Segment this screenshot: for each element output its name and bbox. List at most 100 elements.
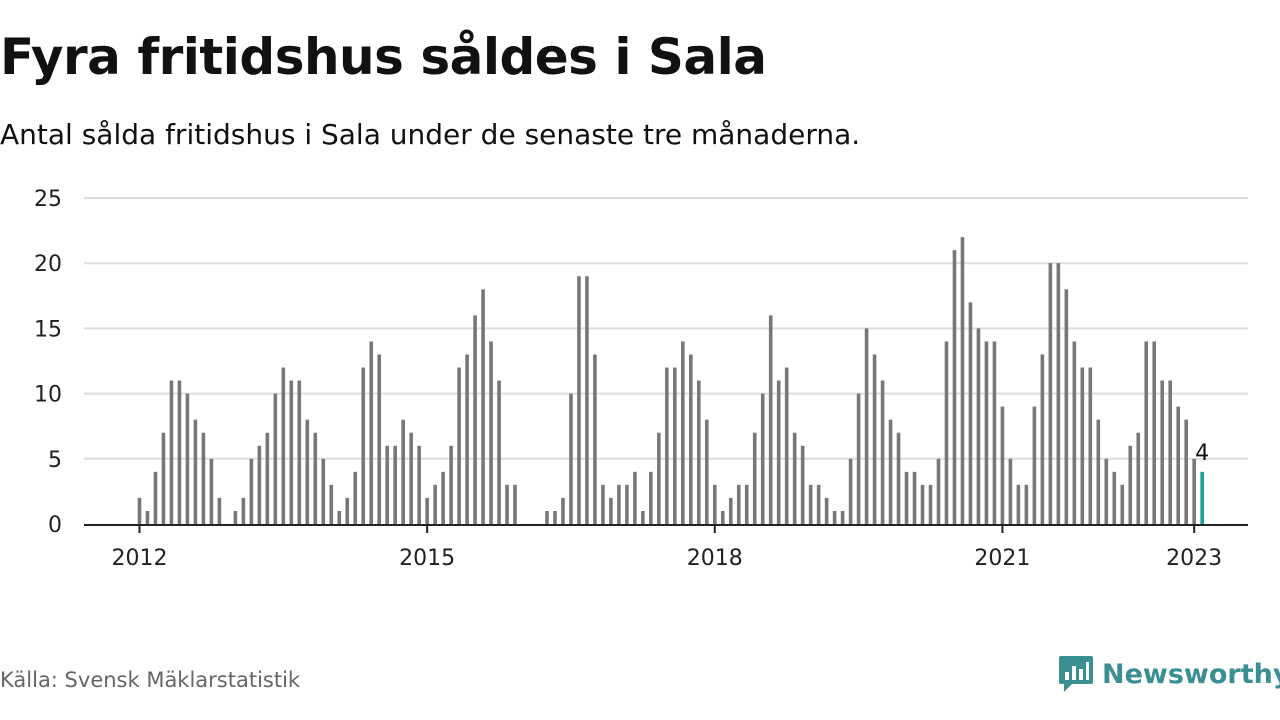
bar bbox=[1088, 367, 1093, 524]
bar bbox=[561, 497, 565, 524]
bar bbox=[185, 393, 190, 524]
bar bbox=[201, 432, 206, 524]
highlight-value-label: 4 bbox=[1195, 441, 1209, 466]
bar bbox=[545, 510, 549, 524]
bar bbox=[800, 445, 805, 524]
newsworthy-logo-icon bbox=[1059, 656, 1093, 692]
bar bbox=[449, 445, 453, 524]
bar bbox=[728, 497, 733, 524]
bar bbox=[297, 380, 302, 524]
bar bbox=[393, 445, 397, 524]
bar bbox=[241, 497, 246, 524]
x-axis-labels: 2012 2015 2018 2021 2023 bbox=[112, 546, 1223, 571]
bar bbox=[569, 393, 573, 524]
bar bbox=[752, 432, 757, 524]
bar bbox=[1104, 458, 1109, 524]
bar bbox=[465, 354, 469, 524]
bar bbox=[856, 393, 861, 524]
bar bbox=[896, 432, 901, 524]
bar bbox=[657, 432, 661, 524]
bar bbox=[345, 497, 350, 524]
bar bbox=[161, 432, 166, 524]
bar bbox=[473, 315, 477, 524]
bar bbox=[968, 302, 973, 524]
bar bbox=[1136, 432, 1141, 524]
bar bbox=[169, 380, 174, 524]
bar bbox=[776, 380, 781, 524]
bar bbox=[417, 445, 421, 524]
bar bbox=[289, 380, 294, 524]
bar bbox=[1040, 354, 1045, 524]
bar bbox=[177, 380, 182, 524]
bar bbox=[920, 484, 925, 524]
bar bbox=[808, 484, 813, 524]
bar bbox=[840, 510, 845, 524]
bar bbox=[1112, 471, 1117, 524]
bar bbox=[193, 419, 198, 524]
bar bbox=[401, 419, 405, 524]
bar bbox=[872, 354, 877, 524]
bar bbox=[673, 367, 677, 524]
bar bbox=[145, 510, 150, 524]
bar bbox=[265, 432, 270, 524]
bar bbox=[681, 341, 685, 524]
bar bbox=[888, 419, 893, 524]
bar bbox=[952, 250, 957, 524]
bar bbox=[441, 471, 445, 524]
bar bbox=[848, 458, 853, 524]
bar bbox=[1168, 380, 1173, 524]
x-tick-label: 2018 bbox=[687, 546, 743, 571]
bar bbox=[585, 276, 589, 524]
bar bbox=[864, 328, 869, 524]
bar bbox=[1152, 341, 1157, 524]
bar bbox=[153, 471, 158, 524]
y-tick-label: 10 bbox=[34, 383, 62, 408]
bar bbox=[760, 393, 765, 524]
bar bbox=[1144, 341, 1149, 524]
bar bbox=[1024, 484, 1029, 524]
highlight-bar bbox=[1200, 471, 1204, 524]
x-tick-label: 2012 bbox=[112, 546, 168, 571]
x-axis-ticks bbox=[138, 526, 1196, 533]
bar bbox=[273, 393, 278, 524]
bar bbox=[880, 380, 885, 524]
bar bbox=[736, 484, 741, 524]
y-tick-label: 25 bbox=[34, 187, 62, 212]
bar-series bbox=[137, 237, 1204, 524]
bar-chart: 0 5 10 15 20 25 2012 2015 2018 2021 2023 4 bbox=[34, 187, 1248, 571]
bar bbox=[1184, 419, 1188, 524]
bar bbox=[313, 432, 318, 524]
bar bbox=[137, 497, 142, 524]
bar bbox=[257, 445, 262, 524]
bar bbox=[1032, 406, 1037, 524]
bar bbox=[425, 497, 429, 524]
bar bbox=[609, 497, 613, 524]
bar bbox=[1160, 380, 1165, 524]
bar bbox=[784, 367, 789, 524]
bar bbox=[792, 432, 797, 524]
bar bbox=[697, 380, 701, 524]
bar bbox=[689, 354, 693, 524]
bar bbox=[960, 237, 965, 524]
bar bbox=[816, 484, 821, 524]
bar bbox=[249, 458, 254, 524]
bar bbox=[1192, 458, 1196, 524]
bar bbox=[385, 445, 389, 524]
bar bbox=[513, 484, 517, 524]
bar bbox=[457, 367, 461, 524]
bar bbox=[665, 367, 669, 524]
bar bbox=[233, 510, 238, 524]
bar bbox=[633, 471, 637, 524]
bar bbox=[577, 276, 581, 524]
bar bbox=[353, 471, 358, 524]
bar bbox=[321, 458, 326, 524]
bar bbox=[337, 510, 342, 524]
bar bbox=[369, 341, 374, 524]
bar bbox=[593, 354, 597, 524]
bar bbox=[720, 510, 725, 524]
bar bbox=[1016, 484, 1021, 524]
bar bbox=[912, 471, 917, 524]
bar bbox=[832, 510, 837, 524]
bar bbox=[217, 497, 222, 524]
bar bbox=[1096, 419, 1101, 524]
